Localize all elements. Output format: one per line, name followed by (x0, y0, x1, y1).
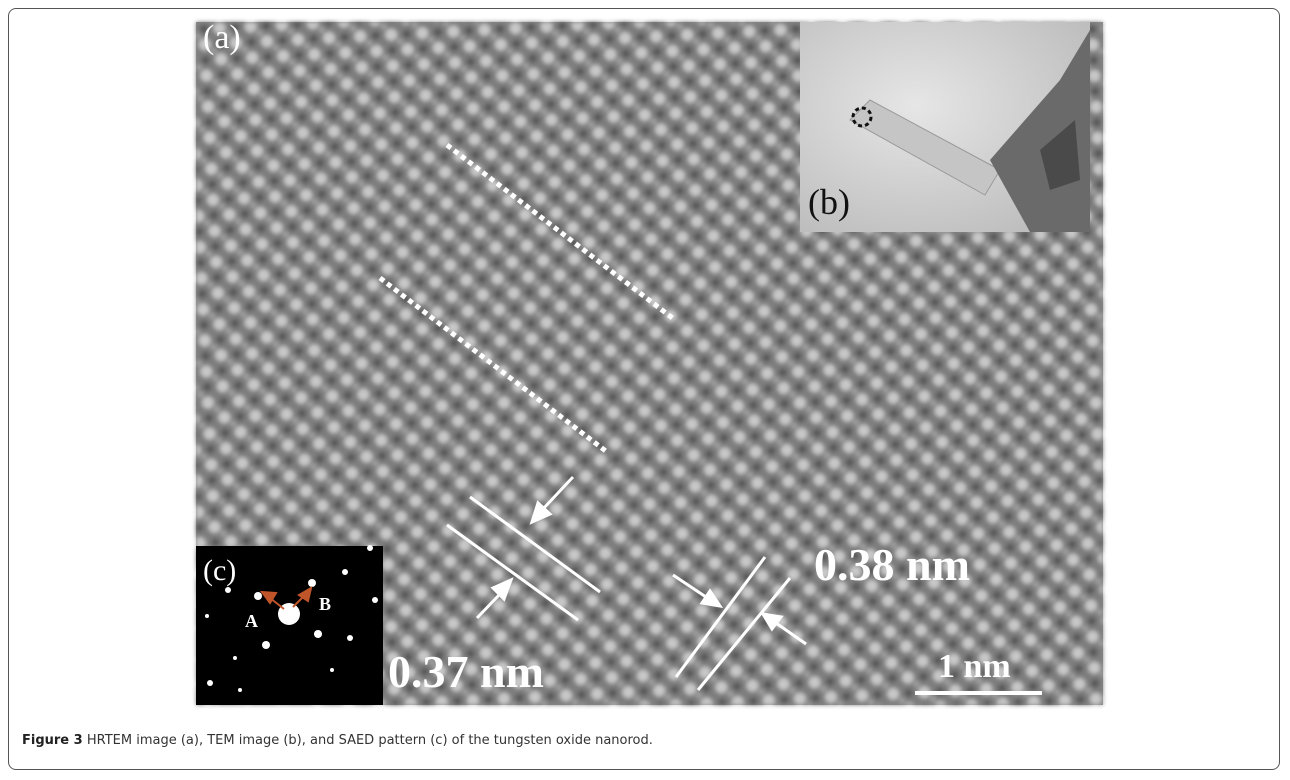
page: (a) (b) (c) A B 0.37 nm 0.38 nm 1 nm Fig… (0, 0, 1290, 780)
panel-label: (b) (808, 182, 850, 222)
measurement-label: 0.38 nm (814, 539, 970, 590)
caption: Figure 3 HRTEM image (a), TEM image (b),… (22, 733, 653, 748)
caption-label: Figure 3 (22, 733, 83, 748)
scale-bar-label: 1 nm (938, 648, 1011, 685)
figure-image: (a) (b) (c) A B 0.37 nm 0.38 nm 1 nm (0, 0, 1290, 720)
panel-label: (a) (203, 19, 241, 56)
caption-text: HRTEM image (a), TEM image (b), and SAED… (87, 733, 653, 748)
spot-label: B (319, 594, 331, 614)
spot-label: A (245, 611, 258, 631)
panel-label: (c) (203, 554, 236, 587)
measurement-label: 0.37 nm (388, 646, 544, 697)
